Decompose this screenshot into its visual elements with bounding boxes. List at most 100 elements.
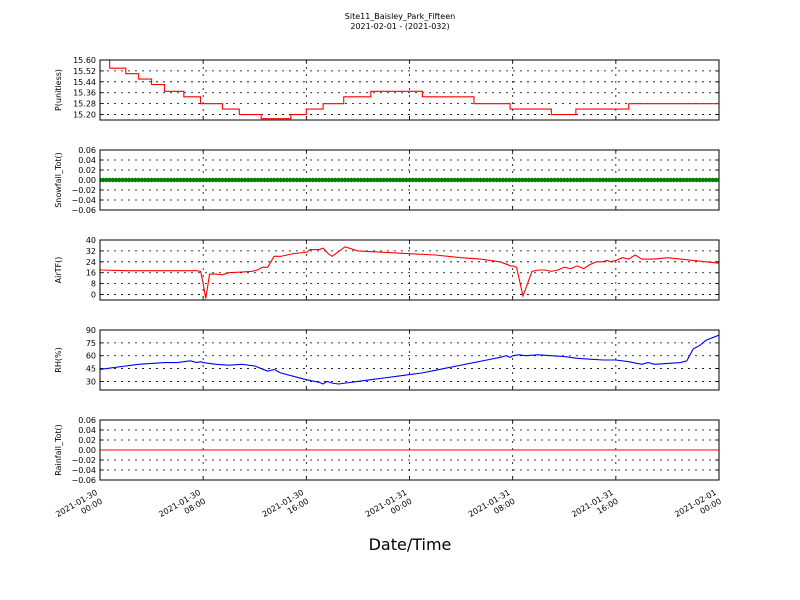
data-point xyxy=(568,177,573,183)
data-point xyxy=(691,177,696,183)
data-point xyxy=(320,177,325,183)
data-point xyxy=(520,177,525,183)
data-point xyxy=(365,177,370,183)
data-point xyxy=(655,177,660,183)
data-point xyxy=(700,177,706,183)
data-point xyxy=(326,177,332,183)
data-point xyxy=(281,177,286,183)
y-tick-label: −0.04 xyxy=(71,196,96,205)
y-tick-label: 40 xyxy=(86,236,96,245)
data-point xyxy=(220,177,225,183)
y-axis-label: RH(%) xyxy=(54,347,63,372)
y-tick-label: 32 xyxy=(86,247,96,256)
data-point xyxy=(610,177,615,183)
data-point xyxy=(555,177,561,183)
data-point xyxy=(288,177,293,183)
x-axis-label: Date/Time xyxy=(369,535,452,554)
data-point xyxy=(329,177,335,183)
data-point xyxy=(188,177,193,183)
data-point xyxy=(703,177,709,183)
data-point xyxy=(262,177,267,183)
data-point xyxy=(578,177,583,183)
data-point xyxy=(375,177,380,183)
y-tick-label: 75 xyxy=(86,339,96,348)
data-point xyxy=(352,177,357,183)
data-point xyxy=(710,177,715,183)
data-point xyxy=(307,177,312,183)
data-point xyxy=(107,177,112,183)
data-point xyxy=(191,177,196,183)
data-point xyxy=(371,177,377,183)
data-point xyxy=(423,177,428,183)
data-point xyxy=(455,177,461,183)
y-tick-label: −0.02 xyxy=(71,186,96,195)
data-point xyxy=(120,177,125,183)
data-point xyxy=(200,177,206,183)
data-point xyxy=(130,177,135,183)
series-line xyxy=(100,59,719,120)
data-point xyxy=(439,177,444,183)
data-point xyxy=(529,177,535,183)
data-point xyxy=(346,177,351,183)
data-point xyxy=(313,177,319,183)
data-point xyxy=(613,177,619,183)
y-tick-label: 8 xyxy=(91,280,96,289)
series-line xyxy=(100,246,719,299)
data-point xyxy=(523,177,528,183)
data-point xyxy=(410,177,415,183)
data-point xyxy=(661,177,667,183)
data-point xyxy=(426,177,432,183)
data-point xyxy=(123,177,128,183)
panel-4: 90 75 60 45 30 RH(%) xyxy=(54,326,720,391)
y-tick-label: 0.02 xyxy=(78,436,96,445)
data-point xyxy=(358,177,364,183)
data-point xyxy=(239,177,245,183)
y-tick-label: 15.20 xyxy=(73,111,96,120)
data-point xyxy=(468,177,473,183)
data-point xyxy=(458,177,464,183)
data-point xyxy=(533,177,538,183)
data-point xyxy=(471,177,477,183)
panel-frame xyxy=(99,239,720,301)
y-tick-label: 16 xyxy=(86,269,96,278)
data-point xyxy=(626,177,631,183)
data-point xyxy=(175,177,180,183)
data-point xyxy=(597,177,602,183)
data-point xyxy=(168,177,174,183)
data-point xyxy=(668,177,673,183)
data-point xyxy=(420,177,425,183)
data-point xyxy=(159,177,164,183)
y-tick-label: 30 xyxy=(86,377,96,386)
data-point xyxy=(349,177,354,183)
data-point xyxy=(142,177,148,183)
y-tick-label: 15.44 xyxy=(73,78,96,87)
data-point xyxy=(481,177,486,183)
y-tick-label: −0.06 xyxy=(71,206,96,215)
data-point xyxy=(252,177,257,183)
panel-frame xyxy=(99,149,720,211)
panel-frame xyxy=(99,419,720,481)
data-point xyxy=(133,177,138,183)
data-point xyxy=(258,177,264,183)
data-point xyxy=(607,177,612,183)
y-tick-label: 15.60 xyxy=(73,56,96,65)
data-point xyxy=(526,177,531,183)
y-axis-label: Snowfall_Tot() xyxy=(54,152,63,208)
data-point xyxy=(339,177,344,183)
data-point xyxy=(652,177,657,183)
data-point xyxy=(413,177,419,183)
data-point xyxy=(404,177,409,183)
y-tick-label: −0.04 xyxy=(71,466,96,475)
chart-panels: 15.60 15.52 15.44 15.36 15.28 15.20 P(unitless… xyxy=(54,56,720,485)
data-point xyxy=(268,177,274,183)
y-tick-label: 0.00 xyxy=(78,446,96,455)
data-point xyxy=(581,177,586,183)
data-point xyxy=(436,177,441,183)
data-point xyxy=(397,177,403,183)
data-point xyxy=(236,177,241,183)
